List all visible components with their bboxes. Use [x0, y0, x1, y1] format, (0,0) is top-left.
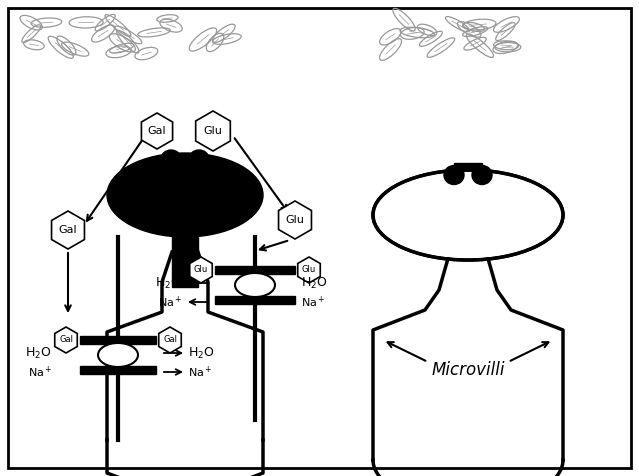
Bar — [215, 266, 295, 274]
Polygon shape — [196, 111, 230, 151]
Text: Glu: Glu — [302, 266, 316, 275]
Text: $\mathregular{Na^+}$: $\mathregular{Na^+}$ — [188, 364, 212, 380]
Text: Microvilli: Microvilli — [431, 361, 505, 379]
Ellipse shape — [472, 166, 492, 185]
Polygon shape — [190, 257, 212, 283]
Text: $\mathregular{Na^+}$: $\mathregular{Na^+}$ — [27, 364, 52, 380]
Polygon shape — [55, 327, 77, 353]
Polygon shape — [279, 201, 311, 239]
Polygon shape — [52, 211, 84, 249]
Text: Glu: Glu — [194, 266, 208, 275]
Bar — [454, 163, 482, 187]
Text: $\mathregular{Na^+}$: $\mathregular{Na^+}$ — [158, 294, 182, 310]
Bar — [215, 296, 295, 304]
Text: Gal: Gal — [148, 126, 166, 136]
Text: Gal: Gal — [59, 225, 77, 235]
Text: Glu: Glu — [286, 215, 304, 225]
Ellipse shape — [107, 153, 263, 237]
Ellipse shape — [444, 166, 464, 185]
Text: $\mathregular{H_2O}$: $\mathregular{H_2O}$ — [188, 346, 215, 360]
Text: $\mathregular{H_2O}$: $\mathregular{H_2O}$ — [26, 346, 52, 360]
Text: Gal: Gal — [163, 336, 177, 345]
Text: $\mathregular{H_2O}$: $\mathregular{H_2O}$ — [301, 276, 328, 290]
Text: Glu: Glu — [204, 126, 222, 136]
Text: $\mathregular{H_2O}$: $\mathregular{H_2O}$ — [155, 276, 182, 290]
Ellipse shape — [161, 150, 181, 168]
Ellipse shape — [189, 150, 209, 168]
Polygon shape — [158, 327, 181, 353]
Ellipse shape — [235, 273, 275, 297]
Text: $\mathregular{Na^+}$: $\mathregular{Na^+}$ — [301, 294, 325, 310]
Ellipse shape — [98, 343, 138, 367]
Polygon shape — [141, 113, 173, 149]
Bar — [172, 232, 198, 287]
Bar — [80, 366, 156, 374]
Text: Gal: Gal — [59, 336, 73, 345]
Ellipse shape — [376, 172, 560, 258]
Polygon shape — [298, 257, 320, 283]
Bar — [80, 336, 156, 344]
